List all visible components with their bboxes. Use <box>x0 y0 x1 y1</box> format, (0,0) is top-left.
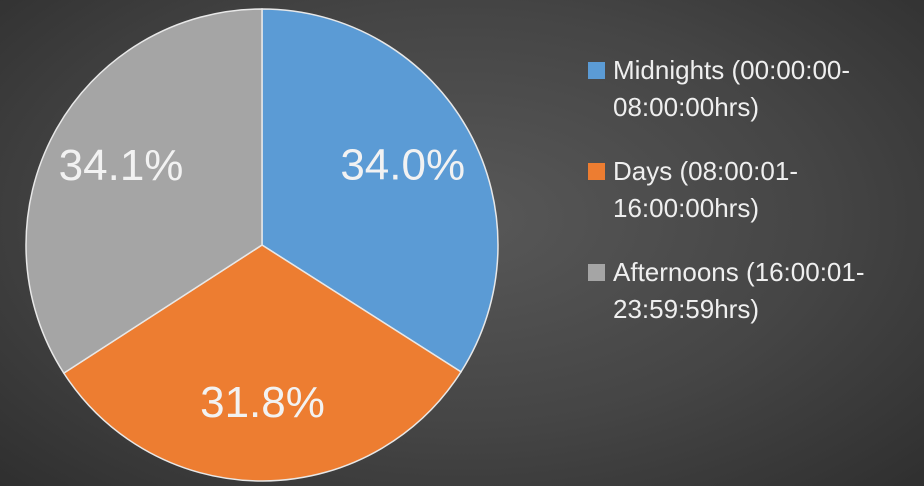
legend-item: Afternoons (16:00:01-23:59:59hrs) <box>588 254 908 328</box>
legend-swatch <box>588 62 605 79</box>
legend-item: Days (08:00:01-16:00:00hrs) <box>588 153 908 227</box>
legend-label: Days (08:00:01-16:00:00hrs) <box>613 156 798 223</box>
data-label: 34.1% <box>59 141 184 190</box>
data-label: 34.0% <box>340 140 465 189</box>
legend-swatch <box>588 264 605 281</box>
pie-slice <box>261 8 499 373</box>
pie-slice <box>25 8 263 375</box>
pie-slice <box>62 244 463 482</box>
legend-swatch <box>588 163 605 180</box>
legend-label: Midnights (00:00:00-08:00:00hrs) <box>613 55 851 122</box>
legend-label: Afternoons (16:00:01-23:59:59hrs) <box>613 257 865 324</box>
legend-item: Midnights (00:00:00-08:00:00hrs) <box>588 52 908 126</box>
data-label: 31.8% <box>200 378 325 427</box>
